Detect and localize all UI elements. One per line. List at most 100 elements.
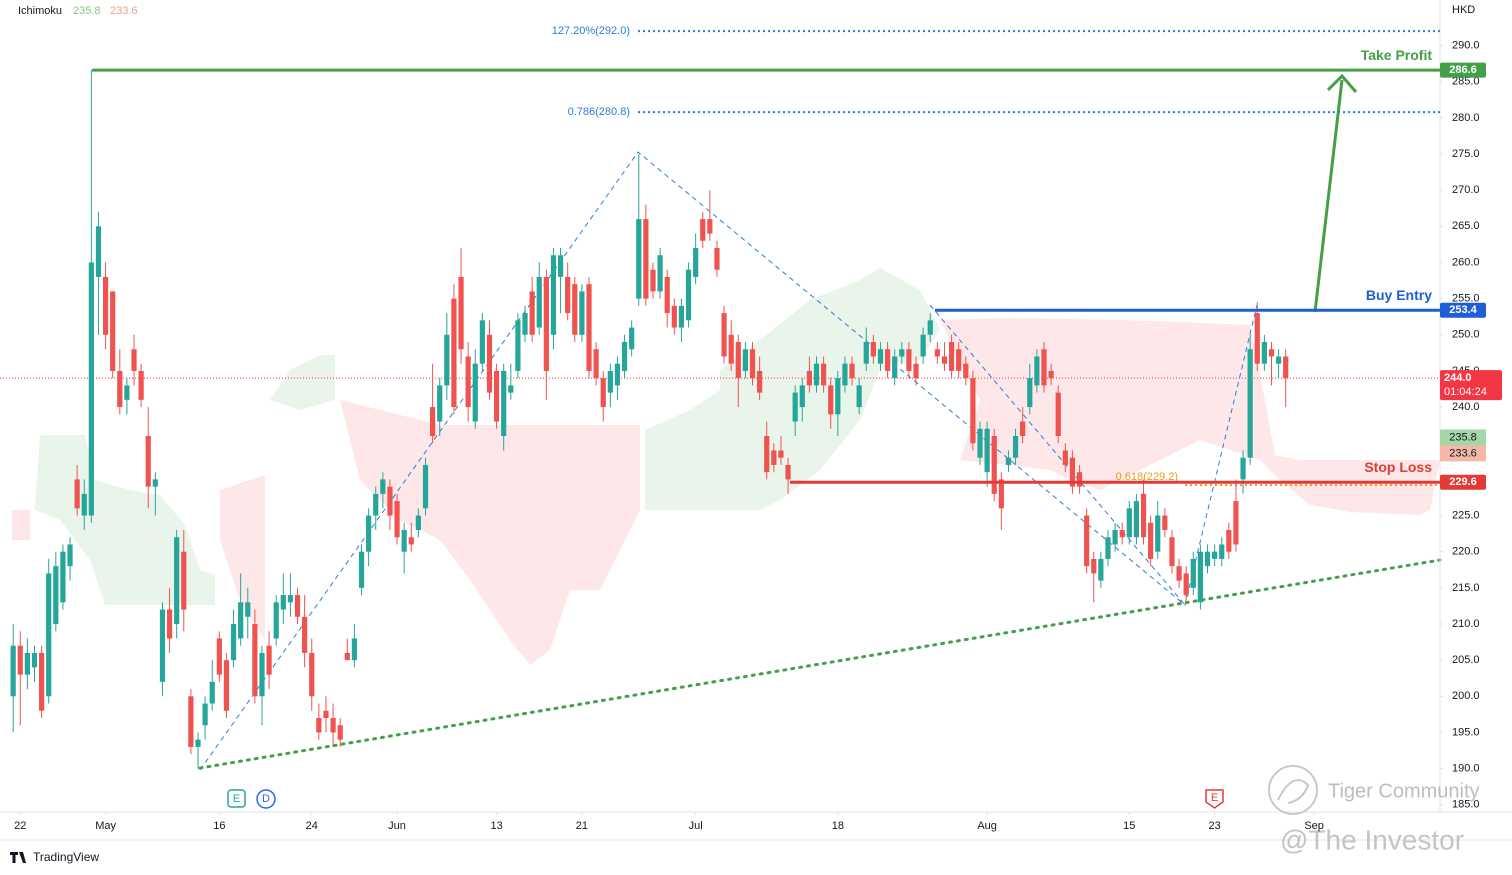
candle-body bbox=[671, 305, 677, 328]
candle-body bbox=[806, 370, 812, 386]
candle-body bbox=[685, 269, 692, 321]
target-arrow-head bbox=[1326, 73, 1358, 93]
candle-body bbox=[508, 385, 514, 393]
currency: HKD bbox=[1452, 4, 1475, 16]
candle-body bbox=[636, 219, 642, 299]
candle-body bbox=[159, 609, 166, 682]
candle-body bbox=[1055, 392, 1061, 437]
candle-body bbox=[252, 624, 258, 697]
candle-body bbox=[302, 616, 308, 653]
x-tick-label: 22 bbox=[14, 820, 26, 832]
fib-label: 0.618(229.2) bbox=[1116, 471, 1178, 483]
candle-body bbox=[1233, 501, 1239, 545]
candle-body bbox=[849, 363, 855, 379]
y-tick-label: 225.0 bbox=[1452, 509, 1480, 521]
candle-body bbox=[88, 262, 94, 516]
event-icon bbox=[256, 789, 276, 809]
candle-body bbox=[892, 356, 898, 379]
candle-body bbox=[280, 595, 286, 610]
candle-body bbox=[721, 313, 727, 357]
candle-body bbox=[991, 436, 997, 494]
event-d: D bbox=[256, 789, 276, 809]
candle-body bbox=[764, 436, 770, 473]
candle-body bbox=[856, 385, 862, 408]
candle-body bbox=[678, 305, 685, 328]
candle-body bbox=[366, 515, 372, 552]
candle-body bbox=[700, 219, 706, 241]
candle-body bbox=[792, 392, 798, 422]
candle-body bbox=[735, 342, 741, 379]
candle-body bbox=[316, 718, 322, 733]
brand-logo bbox=[10, 852, 26, 863]
candle-body bbox=[209, 681, 215, 704]
candle-body bbox=[1183, 573, 1189, 596]
candle-body bbox=[870, 342, 876, 357]
watermark-logo bbox=[1277, 779, 1310, 804]
candle-body bbox=[1012, 436, 1019, 458]
candle-body bbox=[586, 284, 592, 371]
candle-body bbox=[600, 378, 606, 408]
candle-body bbox=[1283, 356, 1289, 379]
event-label: E bbox=[233, 793, 240, 805]
candle-body bbox=[1091, 558, 1097, 574]
candle-body bbox=[110, 291, 116, 371]
event-icon bbox=[227, 789, 246, 808]
y-tick-label: 240.0 bbox=[1452, 401, 1480, 413]
candle-body bbox=[181, 551, 187, 610]
candle-body bbox=[522, 313, 528, 335]
candle-body bbox=[1204, 551, 1211, 567]
x-tick-label: 18 bbox=[832, 820, 844, 832]
y-tick-label: 290.0 bbox=[1452, 39, 1480, 51]
cloud-red bbox=[12, 510, 30, 540]
y-tick-label: 280.0 bbox=[1452, 112, 1480, 124]
candle-body bbox=[152, 479, 158, 487]
candle-body bbox=[24, 652, 30, 675]
y-tick-label: 275.0 bbox=[1452, 148, 1480, 160]
y-tick-label: 285.0 bbox=[1452, 76, 1480, 88]
candle-body bbox=[1034, 356, 1040, 386]
candle-body bbox=[1140, 493, 1147, 538]
candle-body bbox=[565, 276, 571, 314]
candle-body bbox=[380, 479, 386, 494]
candle-body bbox=[323, 710, 329, 719]
cloud-green bbox=[35, 435, 215, 605]
candle-body bbox=[884, 349, 891, 371]
candle-body bbox=[757, 370, 763, 393]
y-tick-label: 185.0 bbox=[1452, 799, 1480, 811]
candle-body bbox=[835, 378, 841, 415]
candle-body bbox=[422, 464, 429, 509]
candle-body bbox=[842, 363, 848, 386]
price-badge bbox=[1440, 62, 1486, 78]
candle-body bbox=[138, 370, 144, 400]
candle-body bbox=[1212, 551, 1218, 559]
candle-body bbox=[714, 248, 720, 270]
candle-body bbox=[67, 544, 73, 567]
candle-body bbox=[458, 276, 464, 350]
candle-body bbox=[501, 370, 507, 437]
x-tick-label: 23 bbox=[1208, 820, 1220, 832]
candle-body bbox=[145, 436, 151, 487]
candle-body bbox=[230, 624, 237, 661]
brand-name: TradingView bbox=[33, 850, 99, 864]
candle-body bbox=[1020, 421, 1026, 437]
candle-body bbox=[294, 595, 301, 617]
candle-body bbox=[970, 378, 976, 444]
candle-body bbox=[95, 226, 102, 277]
support-line bbox=[198, 558, 1442, 770]
candle-body bbox=[131, 349, 137, 371]
candle-body bbox=[863, 342, 869, 364]
cloud-green bbox=[270, 355, 335, 410]
candle-body bbox=[828, 385, 834, 415]
candle-body bbox=[529, 291, 535, 335]
candle-body bbox=[813, 363, 820, 386]
x-tick-label: Jul bbox=[689, 820, 703, 832]
indicator-badge-label: 235.8 bbox=[1449, 431, 1477, 443]
candle-body bbox=[643, 219, 649, 299]
candle-body bbox=[963, 363, 969, 379]
candle-body bbox=[1261, 342, 1267, 364]
candle-body bbox=[415, 515, 421, 531]
indicator-value: 235.8 bbox=[73, 5, 101, 17]
x-tick-label: Aug bbox=[977, 820, 997, 832]
event-label: E bbox=[1211, 792, 1218, 804]
candle-body bbox=[749, 349, 756, 379]
